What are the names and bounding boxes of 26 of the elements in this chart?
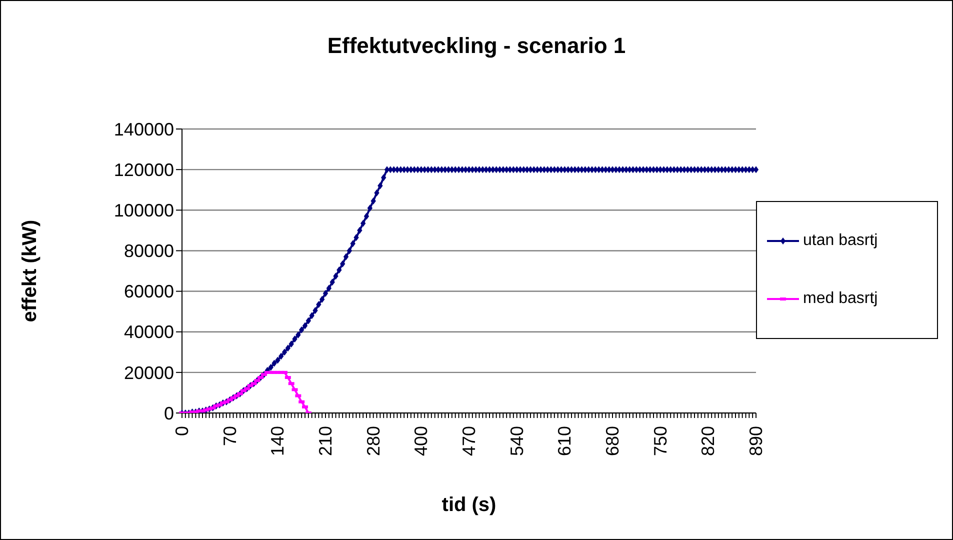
y-axis-title: effekt (kW) — [19, 220, 42, 322]
x-tick-label: 470 — [459, 426, 479, 456]
x-tick-label: 0 — [172, 426, 192, 436]
x-tick-label: 820 — [698, 426, 718, 456]
y-tick-label: 140000 — [114, 119, 174, 140]
x-tick-label: 210 — [316, 426, 336, 456]
y-tick-label: 60000 — [124, 282, 174, 302]
x-axis-title: tid (s) — [442, 494, 496, 516]
legend-label: med basrtj — [803, 290, 878, 308]
x-tick-label: 680 — [602, 426, 622, 456]
y-tick-label: 120000 — [114, 160, 174, 180]
x-tick-label: 140 — [268, 426, 288, 456]
x-tick-label: 890 — [746, 426, 766, 456]
y-tick-label: 40000 — [124, 322, 174, 342]
y-tick-label: 80000 — [124, 241, 174, 262]
x-tick-label: 610 — [554, 426, 575, 456]
x-tick-label: 400 — [411, 426, 432, 456]
x-tick-label: 540 — [506, 426, 527, 456]
y-tick-label: 20000 — [124, 362, 174, 383]
x-tick-label: 280 — [363, 426, 384, 456]
y-tick-label: 0 — [164, 403, 174, 424]
x-tick-label: 750 — [650, 426, 670, 456]
legend-label: utan basrtj — [803, 232, 878, 250]
x-tick-label: 70 — [220, 426, 240, 446]
y-tick-label: 100000 — [114, 200, 174, 221]
chart-title: Effektutveckling - scenario 1 — [326, 33, 627, 59]
